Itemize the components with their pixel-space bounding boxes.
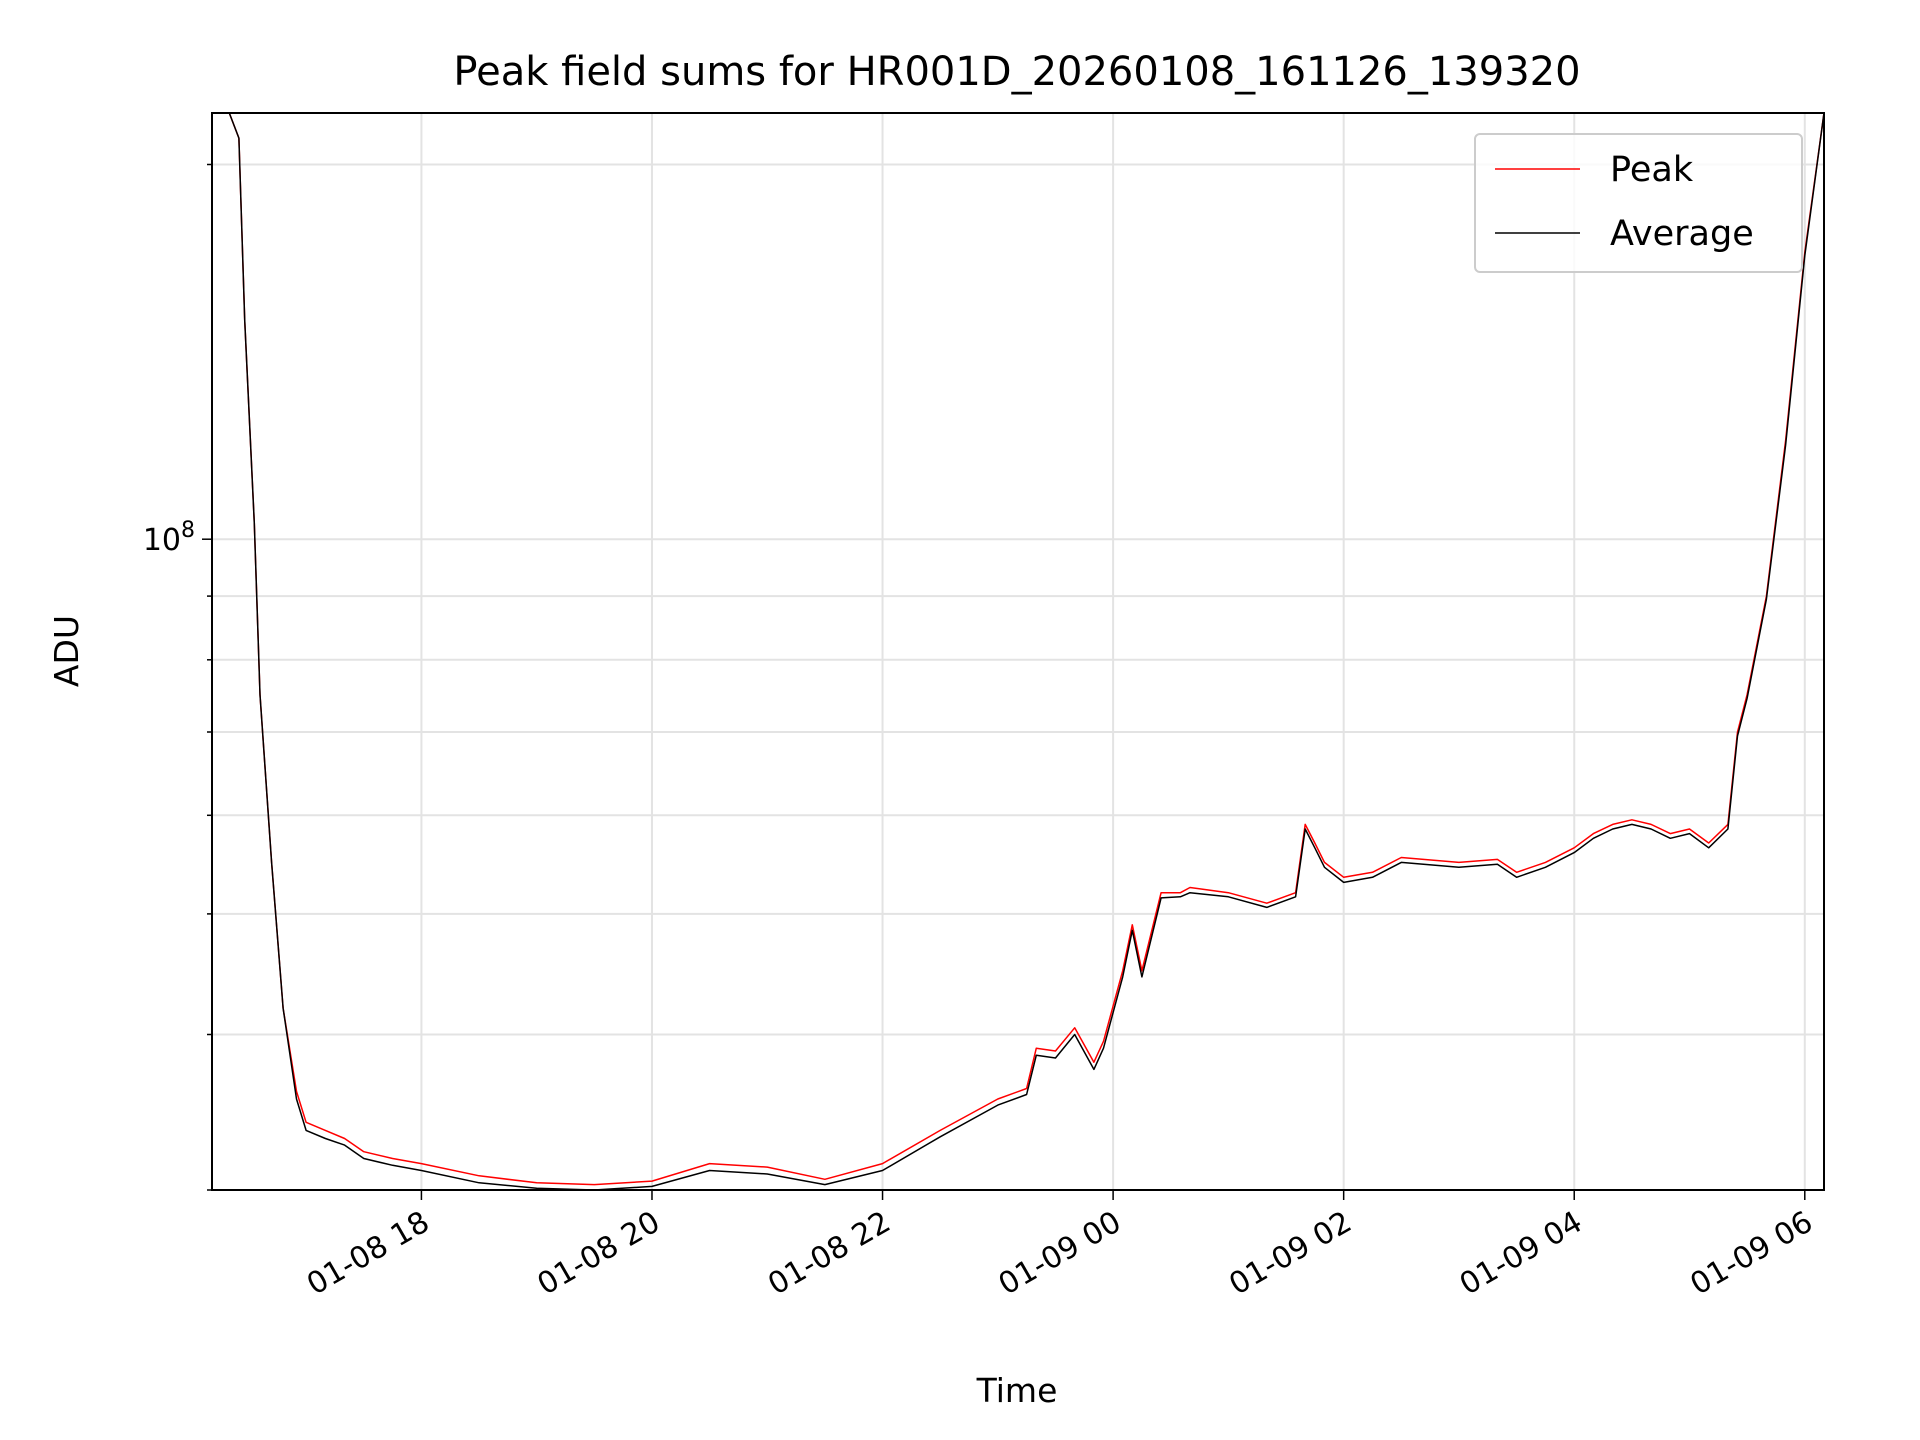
legend-label-average: Average <box>1610 214 1754 254</box>
y-tick-label: 108 <box>143 518 195 558</box>
plot-lines <box>212 112 1825 1191</box>
legend: Peak Average <box>1474 133 1803 273</box>
series-line-average <box>212 112 1825 1191</box>
plot-frame <box>211 112 1825 1191</box>
y-axis: 108 <box>143 163 212 1191</box>
grid <box>212 113 1824 1191</box>
x-axis-title: Time <box>976 1371 1058 1410</box>
legend-label-peak: Peak <box>1610 150 1694 190</box>
y-axis-title: ADU <box>47 615 86 687</box>
series-line-peak <box>212 112 1825 1186</box>
chart-title: Peak field sums for HR001D_20260108_1611… <box>453 49 1580 95</box>
